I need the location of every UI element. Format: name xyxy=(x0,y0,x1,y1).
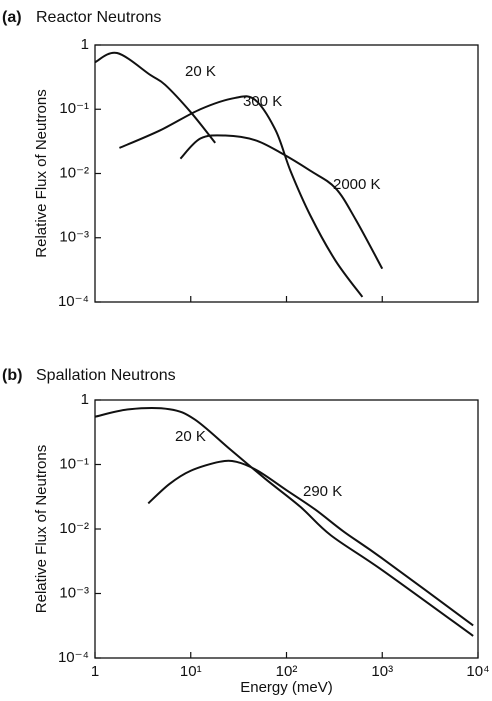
y-tick-label: 10⁻² xyxy=(59,164,89,181)
panel-title: Spallation Neutrons xyxy=(36,367,176,384)
curve-label: 20 K xyxy=(185,63,216,80)
y-tick-label: 1 xyxy=(81,36,89,53)
y-tick-label: 10⁻³ xyxy=(59,584,89,601)
panel-title: Reactor Neutrons xyxy=(36,9,161,26)
curve xyxy=(94,51,216,144)
y-tick-label: 10⁻⁴ xyxy=(58,649,89,666)
y-tick-label: 1 xyxy=(81,391,89,408)
x-tick-label: 1 xyxy=(91,663,99,680)
x-tick-label: 10¹ xyxy=(180,663,202,680)
y-axis-label: Relative Flux of Neutrons xyxy=(33,445,50,613)
y-tick-label: 10⁻¹ xyxy=(59,455,89,472)
curve-label: 290 K xyxy=(303,483,342,500)
panel-label: (a) xyxy=(2,9,22,26)
curve-label: 20 K xyxy=(175,428,206,445)
x-axis-label: Energy (meV) xyxy=(240,679,333,696)
curve xyxy=(119,95,364,298)
plot-frame xyxy=(94,399,479,659)
panel-label: (b) xyxy=(2,367,22,384)
y-tick-label: 10⁻² xyxy=(59,520,89,537)
curve-label: 300 K xyxy=(243,93,282,110)
x-tick-label: 10² xyxy=(276,663,298,680)
curve xyxy=(179,134,384,270)
y-tick-label: 10⁻³ xyxy=(59,229,89,246)
curve-label: 2000 K xyxy=(333,176,381,193)
y-axis-label: Relative Flux of Neutrons xyxy=(33,89,50,257)
curve xyxy=(147,459,474,627)
x-tick-label: 10³ xyxy=(371,663,393,680)
y-tick-label: 10⁻¹ xyxy=(59,100,89,117)
y-tick-label: 10⁻⁴ xyxy=(58,293,89,310)
curve xyxy=(94,407,474,637)
plot-frame xyxy=(94,44,479,303)
x-tick-label: 10⁴ xyxy=(466,663,489,680)
